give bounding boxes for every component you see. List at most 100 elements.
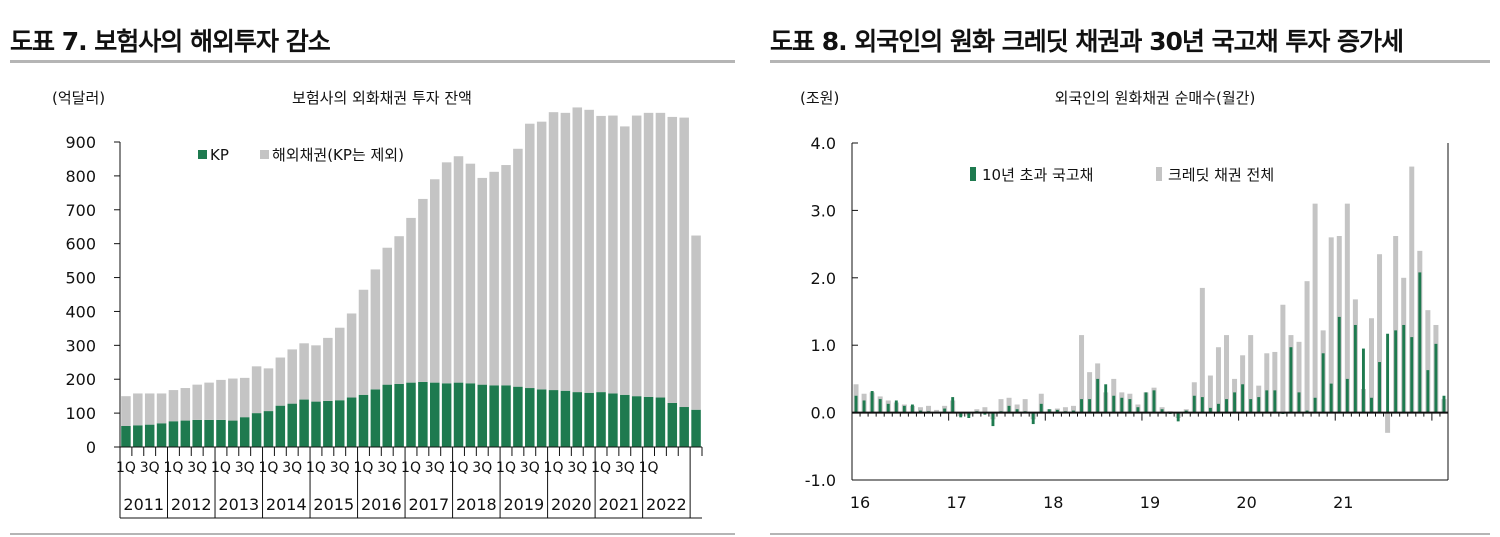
panel-title: 도표 7. 보험사의 해외투자 감소 [10,27,331,56]
bar-kp [560,390,571,447]
bar-long-ktb [1337,316,1341,413]
y-tick-label: -1.0 [805,471,836,490]
bar-long-ktb [1394,330,1398,413]
x-tick-label-quarter: 1Q [401,460,421,476]
legend-label-kp: KP [210,146,229,164]
x-tick-label-year: 2022 [646,495,687,514]
x-tick-label: 17 [946,493,966,512]
bar-overseas [168,390,179,422]
unit-label: (억달러) [52,89,105,107]
bar-kp [536,389,547,447]
x-tick-label-quarter: 3Q [140,460,160,476]
x-tick-label-year: 2021 [598,495,639,514]
bar-long-ktb [1249,399,1253,413]
bar-kp [548,390,559,447]
bar-overseas [133,393,143,426]
bar-long-ktb [1410,337,1414,413]
x-tick-label-quarter: 1Q [496,460,516,476]
bar-credit [1312,203,1318,413]
bar-long-ktb [1361,348,1365,413]
bar-long-ktb [878,399,882,413]
bar-overseas [548,112,559,391]
bar-credit [1304,281,1310,413]
bar-credit [1014,404,1020,413]
bar-kp [394,383,404,447]
x-tick-label-quarter: 1Q [354,460,374,476]
y-tick-label: 3.0 [811,201,836,220]
bar-long-ktb [1152,390,1156,413]
bar-long-ktb [902,405,906,413]
bar-credit [1377,254,1383,413]
y-tick-label: 0.0 [811,404,836,423]
bar-kp [323,400,333,447]
bar-long-ktb [854,395,858,413]
bar-long-ktb [1088,399,1092,413]
legend-swatch-kp [198,150,207,159]
bar-overseas [572,107,583,393]
bar-long-ktb [1176,412,1180,422]
bar-long-ktb [1184,410,1188,413]
bar-long-ktb [1297,392,1301,413]
bar-credit [1224,335,1230,413]
bar-overseas [346,313,357,398]
bar-long-ktb [1200,397,1204,413]
bar-kp [691,409,701,447]
y-tick-label: 0 [86,438,96,457]
bar-kp [133,425,143,447]
bar-kp [156,423,167,447]
bar-kp [370,389,381,447]
bar-credit [1207,375,1213,413]
bar-long-ktb [1305,410,1309,413]
bar-overseas [323,337,333,401]
bar-overseas [358,289,369,395]
bar-overseas [406,217,416,383]
bar-credit [1264,353,1270,413]
bar-kp [608,393,618,447]
bar-kp [667,402,678,447]
bar-overseas [596,115,606,393]
bar-long-ktb [1353,324,1357,413]
bar-credit [1248,335,1254,413]
legend-swatch-long-ktb [970,167,976,181]
bar-long-ktb [1434,343,1438,413]
x-tick-label-quarter: 3Q [520,460,540,476]
x-tick-label-quarter: 3Q [235,460,255,476]
bar-overseas [156,393,167,424]
bar-long-ktb [967,412,971,418]
unit-label: (조원) [800,89,839,107]
bar-overseas [453,156,464,383]
bar-long-ktb [910,404,914,413]
x-tick-label-year: 2018 [456,495,497,514]
bar-kp [596,392,606,447]
bar-overseas [501,165,511,386]
bar-kp [334,400,345,447]
bar-long-ktb [1160,409,1164,413]
x-tick-label-quarter: 1Q [306,460,326,476]
bar-kp [287,403,297,447]
bar-credit [1393,236,1399,413]
bar-overseas [655,112,666,398]
bar-long-ktb [1031,412,1035,425]
bar-long-ktb [991,412,995,427]
bar-kp [489,385,499,447]
bar-long-ktb [1370,397,1373,413]
y-tick-label: 4.0 [811,134,836,153]
bar-overseas [643,112,654,397]
bar-overseas [441,162,452,384]
bar-credit [1368,318,1374,413]
bar-overseas [620,126,630,395]
bar-kp [441,383,452,447]
bar-overseas [560,112,571,391]
bar-overseas [334,327,345,401]
y-tick-label: 900 [65,133,96,152]
bar-overseas [275,357,286,406]
bar-kp [311,401,321,447]
bar-credit [1079,335,1085,413]
bar-long-ktb [1007,405,1011,413]
bar-kp [168,421,179,447]
bar-kp [358,394,369,447]
bar-credit [1199,287,1205,413]
bar-credit [1425,310,1431,413]
bar-overseas [525,123,535,389]
bar-overseas [192,384,202,420]
